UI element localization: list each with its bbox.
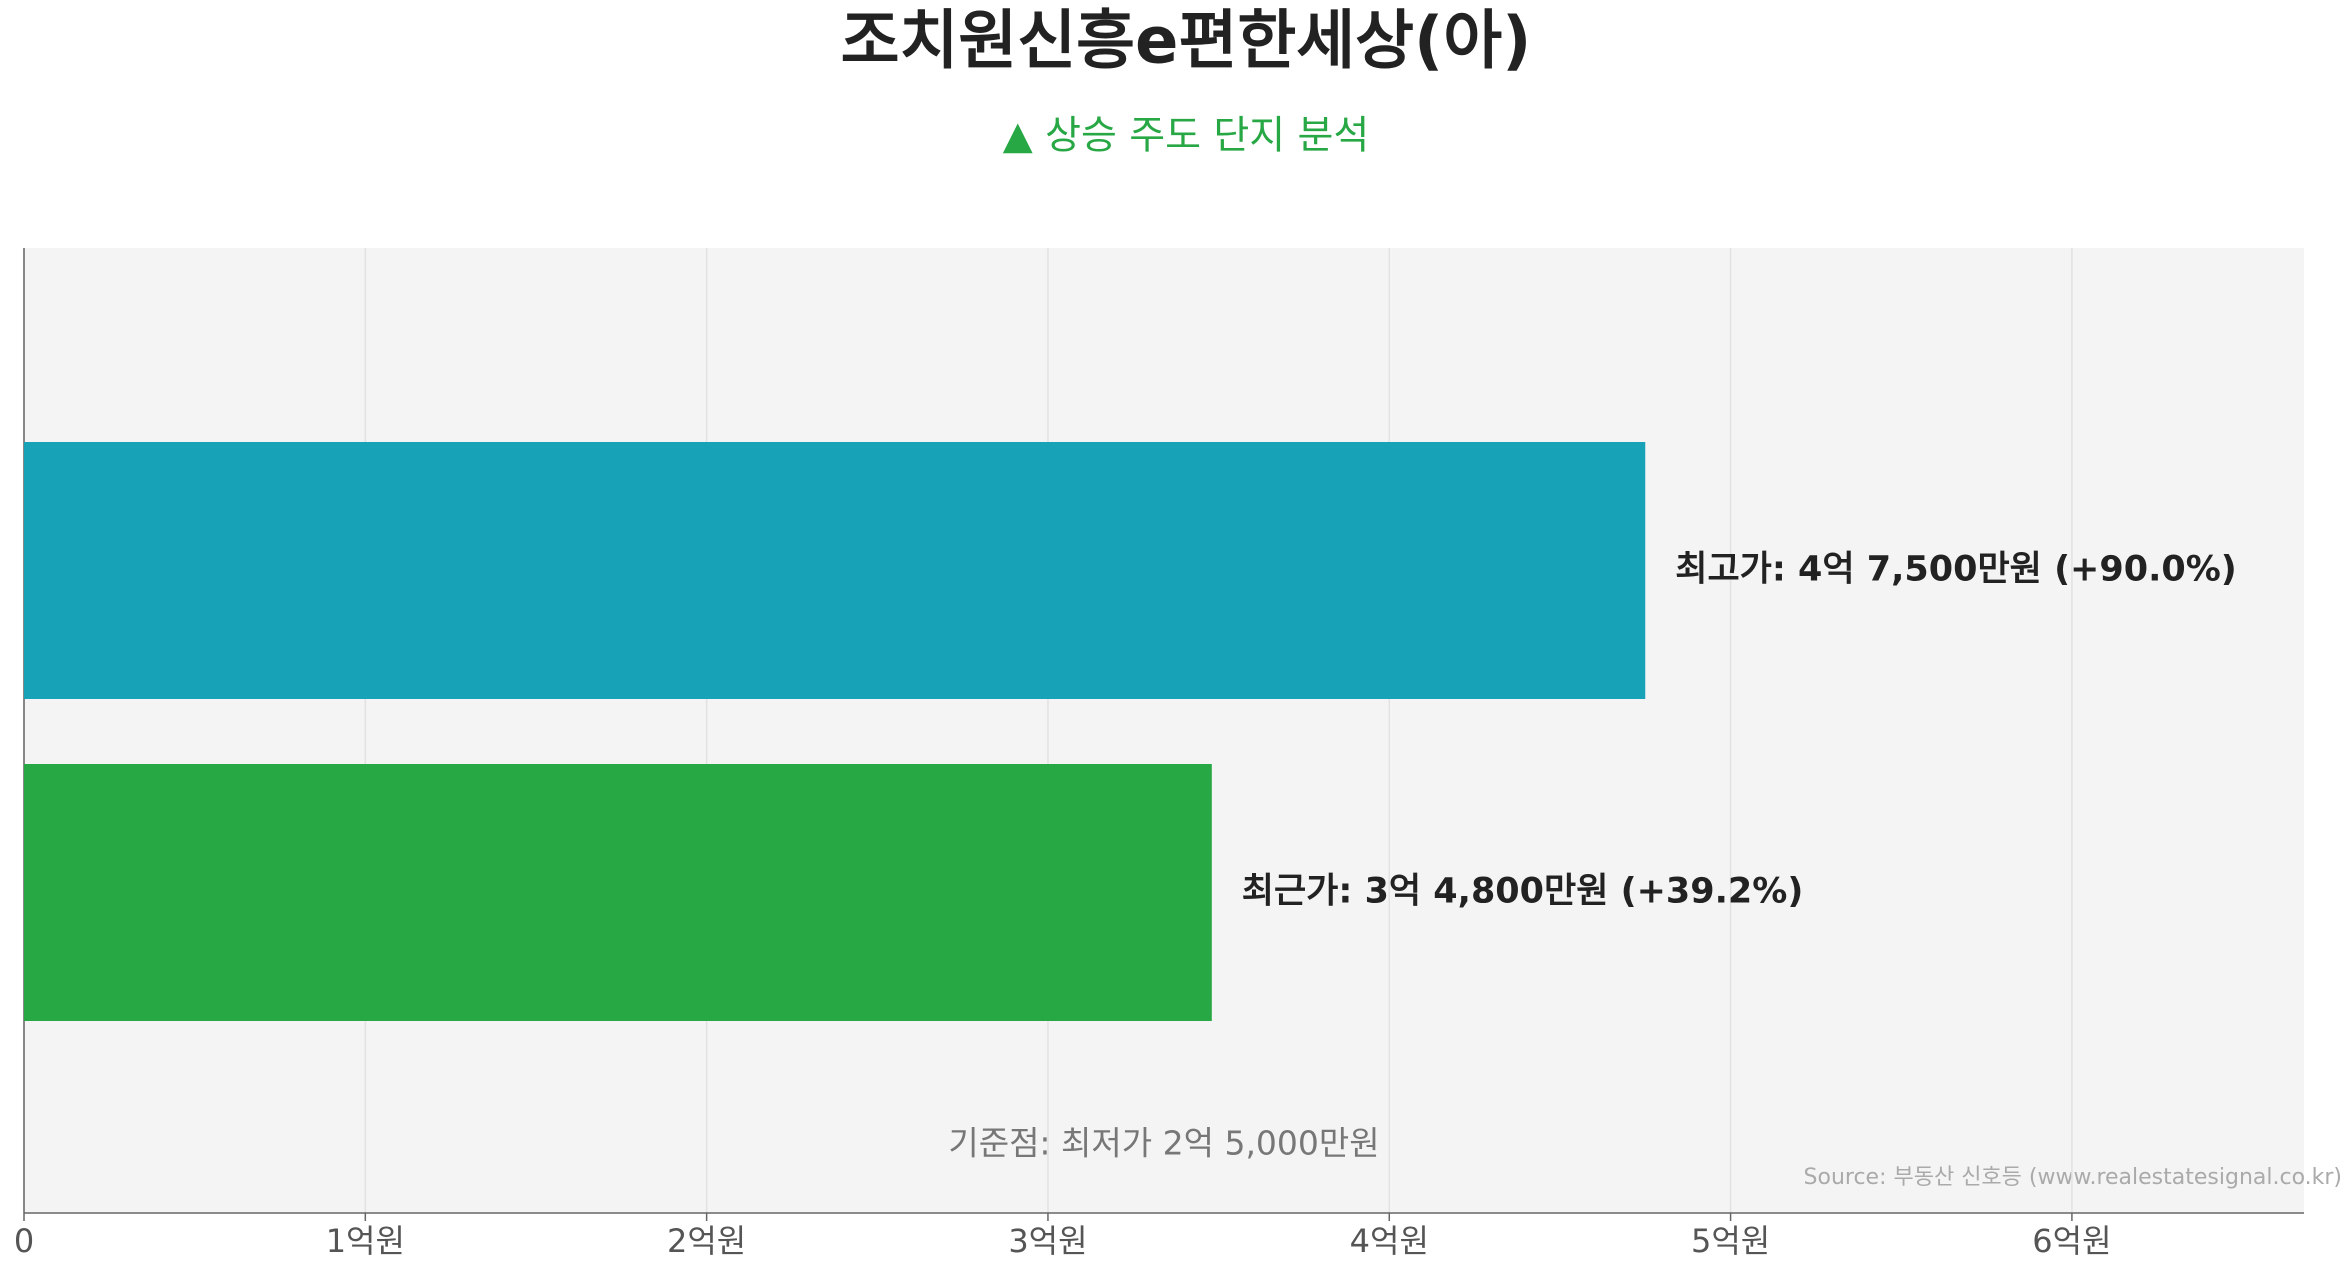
chart-subtitle: ▲ 상승 주도 단지 분석 — [1003, 114, 1370, 159]
plot-background — [24, 248, 2304, 1213]
x-tick-label: 2억원 — [667, 1222, 746, 1260]
x-tick-label: 5억원 — [1691, 1222, 1770, 1260]
bar — [24, 764, 1212, 1021]
x-tick-label: 3억원 — [1008, 1222, 1087, 1260]
x-tick-label: 4억원 — [1350, 1222, 1429, 1260]
annotation: 기준점: 최저가 2억 5,000만원 — [948, 1124, 1379, 1163]
x-tick-label: 0 — [14, 1222, 34, 1260]
source: Source: 부동산 신호등 (www.realestatesignal.co… — [1804, 1165, 2342, 1190]
value-label: 최근가: 3억 4,800만원 (+39.2%) — [1242, 872, 1804, 912]
x-tick-label: 1억원 — [326, 1222, 405, 1260]
chart-title: 조치원신흥e편한세상(아) — [841, 5, 1532, 79]
bar — [24, 442, 1646, 699]
value-label: 최고가: 4억 7,500만원 (+90.0%) — [1675, 550, 2237, 590]
x-tick-label: 6억원 — [2032, 1222, 2111, 1260]
